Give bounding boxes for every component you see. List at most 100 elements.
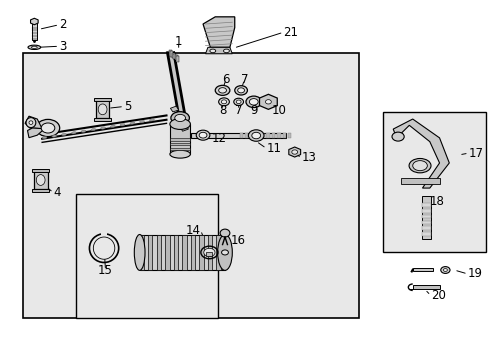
Text: 16: 16 bbox=[230, 234, 245, 247]
Ellipse shape bbox=[408, 158, 430, 173]
Ellipse shape bbox=[443, 269, 447, 271]
Text: 7: 7 bbox=[240, 73, 248, 86]
Bar bbox=[140, 234, 224, 270]
Text: 20: 20 bbox=[430, 289, 445, 302]
Polygon shape bbox=[203, 17, 234, 47]
Bar bbox=[422, 221, 430, 224]
Bar bbox=[32, 169, 49, 172]
Polygon shape bbox=[259, 94, 277, 109]
Text: 6: 6 bbox=[222, 73, 229, 86]
Bar bbox=[140, 234, 143, 270]
Bar bbox=[216, 234, 220, 270]
Bar bbox=[277, 133, 280, 138]
Bar bbox=[32, 23, 37, 40]
Text: 18: 18 bbox=[429, 195, 444, 208]
Text: 11: 11 bbox=[266, 142, 281, 155]
Bar bbox=[287, 133, 291, 138]
Bar bbox=[32, 189, 49, 192]
Polygon shape bbox=[30, 18, 38, 25]
Ellipse shape bbox=[221, 250, 228, 255]
Bar bbox=[244, 133, 248, 138]
Ellipse shape bbox=[249, 99, 258, 105]
Ellipse shape bbox=[221, 100, 226, 104]
Ellipse shape bbox=[209, 49, 215, 53]
Bar bbox=[282, 133, 285, 138]
Bar bbox=[96, 100, 109, 118]
Polygon shape bbox=[167, 53, 184, 116]
Bar bbox=[101, 231, 107, 234]
Bar bbox=[22, 53, 358, 318]
Bar bbox=[165, 234, 169, 270]
Bar bbox=[94, 118, 111, 121]
Bar bbox=[173, 54, 176, 59]
Bar bbox=[383, 112, 485, 252]
Bar bbox=[169, 124, 190, 154]
Ellipse shape bbox=[134, 234, 145, 270]
Ellipse shape bbox=[391, 132, 404, 141]
Ellipse shape bbox=[81, 130, 86, 132]
Ellipse shape bbox=[31, 46, 37, 48]
Polygon shape bbox=[205, 47, 232, 54]
Text: 17: 17 bbox=[468, 147, 483, 159]
Ellipse shape bbox=[291, 150, 297, 154]
Text: 2: 2 bbox=[59, 18, 66, 31]
Ellipse shape bbox=[217, 234, 232, 270]
Text: 21: 21 bbox=[283, 26, 298, 39]
Ellipse shape bbox=[130, 122, 135, 124]
Ellipse shape bbox=[169, 150, 190, 158]
Ellipse shape bbox=[36, 120, 60, 136]
Ellipse shape bbox=[26, 118, 36, 128]
Bar bbox=[170, 143, 189, 145]
Ellipse shape bbox=[41, 123, 55, 133]
Ellipse shape bbox=[248, 130, 264, 141]
Bar bbox=[239, 133, 243, 138]
Bar bbox=[207, 234, 212, 270]
Ellipse shape bbox=[42, 136, 47, 139]
Bar bbox=[412, 268, 432, 271]
Ellipse shape bbox=[174, 114, 185, 122]
Ellipse shape bbox=[52, 135, 57, 137]
Bar bbox=[168, 50, 171, 55]
Text: 10: 10 bbox=[271, 104, 286, 117]
Text: 14: 14 bbox=[185, 224, 200, 237]
Bar bbox=[148, 234, 152, 270]
Ellipse shape bbox=[440, 267, 449, 273]
Ellipse shape bbox=[61, 133, 66, 136]
Ellipse shape bbox=[237, 88, 244, 93]
Bar bbox=[261, 133, 264, 138]
Bar bbox=[190, 133, 285, 138]
Ellipse shape bbox=[28, 45, 41, 49]
Polygon shape bbox=[288, 147, 300, 157]
Bar bbox=[422, 196, 430, 239]
Bar bbox=[173, 234, 178, 270]
Bar bbox=[422, 226, 430, 230]
Text: 4: 4 bbox=[53, 186, 61, 199]
Bar bbox=[176, 56, 179, 62]
Ellipse shape bbox=[236, 100, 241, 104]
Text: 7: 7 bbox=[234, 104, 242, 117]
Ellipse shape bbox=[120, 123, 125, 126]
Bar bbox=[174, 55, 177, 60]
Bar bbox=[182, 234, 186, 270]
Bar bbox=[170, 138, 189, 140]
Bar bbox=[422, 203, 430, 207]
Ellipse shape bbox=[199, 132, 206, 138]
Ellipse shape bbox=[93, 237, 115, 259]
Bar bbox=[271, 133, 275, 138]
Bar bbox=[266, 133, 269, 138]
Bar bbox=[255, 133, 259, 138]
Ellipse shape bbox=[233, 98, 243, 105]
Text: 9: 9 bbox=[249, 104, 257, 117]
Bar bbox=[190, 234, 195, 270]
Ellipse shape bbox=[218, 98, 229, 106]
Ellipse shape bbox=[36, 175, 45, 185]
Bar bbox=[76, 194, 217, 318]
Text: 19: 19 bbox=[467, 267, 482, 280]
Text: 3: 3 bbox=[59, 40, 66, 53]
Ellipse shape bbox=[215, 85, 229, 95]
Ellipse shape bbox=[218, 87, 226, 93]
Ellipse shape bbox=[196, 130, 209, 140]
Text: 13: 13 bbox=[302, 151, 316, 164]
Text: 1: 1 bbox=[175, 35, 182, 49]
Ellipse shape bbox=[223, 49, 229, 53]
